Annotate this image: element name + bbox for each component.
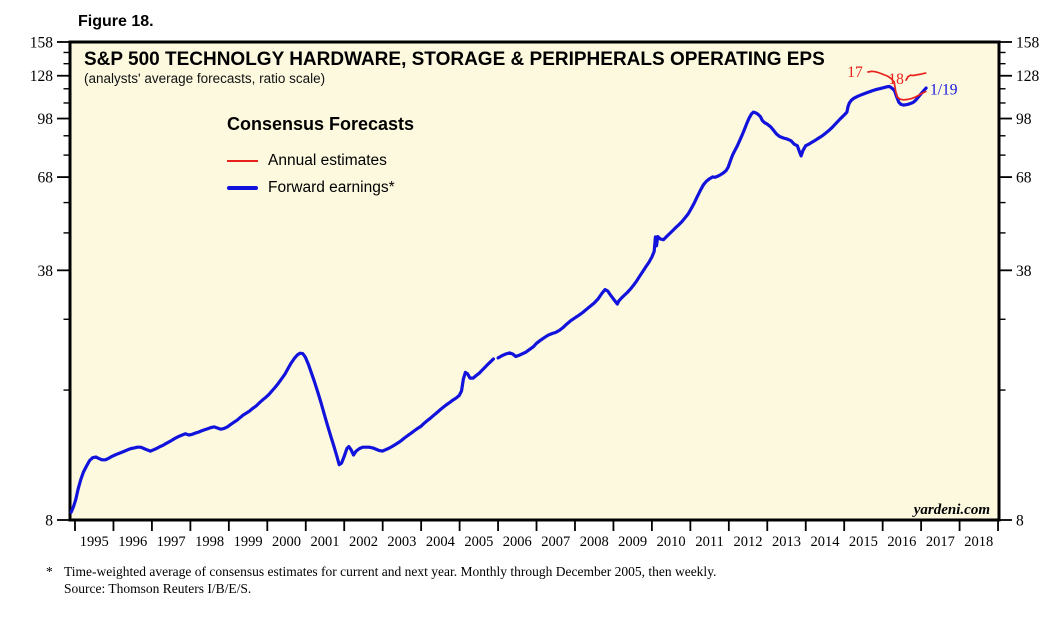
- plot-area: [68, 40, 1001, 522]
- x-axis-year-label: 1999: [234, 534, 263, 550]
- x-axis-year-label: 2016: [887, 534, 916, 550]
- y-axis-tick-label-right: 8: [1016, 513, 1024, 530]
- legend-item-forward-earnings: Forward earnings*: [227, 174, 414, 201]
- y-axis-tick-label-right: 38: [1016, 263, 1032, 280]
- legend-heading: Consensus Forecasts: [227, 114, 415, 134]
- chart-title: S&P 500 TECHNOLGY HARDWARE, STORAGE & PE…: [84, 49, 825, 70]
- y-axis-tick-label-right: 68: [1016, 170, 1032, 187]
- watermark-yardeni: yardeni.com: [913, 502, 990, 518]
- y-axis-tick-label-left: 128: [30, 68, 54, 85]
- footnote-line2: Source: Thomson Reuters I/B/E/S.: [64, 581, 252, 596]
- x-axis-year-label: 1996: [118, 534, 147, 550]
- x-axis-year-label: 2003: [387, 534, 416, 550]
- x-axis-year-label: 2015: [849, 534, 878, 550]
- figure-label: Figure 18.: [78, 13, 154, 30]
- x-axis-year-label: 2010: [657, 534, 686, 550]
- annotation-17: 17: [847, 64, 863, 81]
- legend: Consensus Forecasts Annual estimates For…: [227, 114, 414, 201]
- forward-earnings-line-swatch: [227, 185, 258, 190]
- annual-estimates-line-swatch: [227, 159, 258, 162]
- y-axis-tick-label-right: 158: [1016, 35, 1040, 52]
- footnote: * Time-weighted average of consensus est…: [46, 563, 716, 597]
- x-axis-year-label: 2011: [695, 534, 723, 550]
- y-axis-tick-label-left: 38: [38, 263, 54, 280]
- x-axis-year-label: 2012: [734, 534, 763, 550]
- legend-item-annual-estimates: Annual estimates: [227, 147, 414, 174]
- x-axis-year-label: 2006: [503, 534, 532, 550]
- x-axis-year-label: 2008: [580, 534, 609, 550]
- annotation-1-19: 1/19: [930, 81, 958, 98]
- x-axis-year-label: 1997: [157, 534, 186, 550]
- x-axis-year-label: 1998: [195, 534, 224, 550]
- x-axis-year-label: 2004: [426, 534, 456, 550]
- y-axis-tick-label-right: 98: [1016, 111, 1032, 128]
- x-axis-year-label: 2002: [349, 534, 378, 550]
- y-axis-tick-label-right: 128: [1016, 68, 1040, 85]
- forward-earnings-line: [496, 84, 928, 360]
- x-axis-year-label: 2017: [926, 534, 955, 550]
- annual-estimates-line: [867, 70, 927, 101]
- y-axis-tick-label-left: 8: [45, 513, 53, 530]
- x-axis-year-label: 2009: [618, 534, 647, 550]
- y-axis-tick-label-left: 68: [38, 170, 54, 187]
- legend-item-label: Annual estimates: [268, 151, 387, 169]
- x-axis-year-label: 1995: [80, 534, 109, 550]
- y-axis-tick-label-left: 158: [30, 35, 54, 52]
- chart-subtitle: (analysts' average forecasts, ratio scal…: [84, 71, 326, 86]
- x-axis-year-label: 2000: [272, 534, 301, 550]
- annotation-18: 18: [888, 71, 904, 88]
- y-axis-tick-label-left: 98: [38, 111, 54, 128]
- annual-estimates-line: [905, 72, 927, 81]
- legend-item-label: Forward earnings*: [268, 178, 395, 196]
- footnote-marker: *: [46, 564, 53, 579]
- footnote-line1: Time-weighted average of consensus estim…: [64, 564, 717, 579]
- forward-earnings-line: [69, 351, 495, 514]
- x-axis-year-label: 2001: [310, 534, 339, 550]
- x-axis-year-label: 2007: [541, 534, 570, 550]
- x-axis-year-label: 2005: [464, 534, 493, 550]
- x-axis-year-label: 2013: [772, 534, 801, 550]
- x-axis-year-label: 2018: [964, 534, 993, 550]
- x-axis-year-label: 2014: [810, 534, 840, 550]
